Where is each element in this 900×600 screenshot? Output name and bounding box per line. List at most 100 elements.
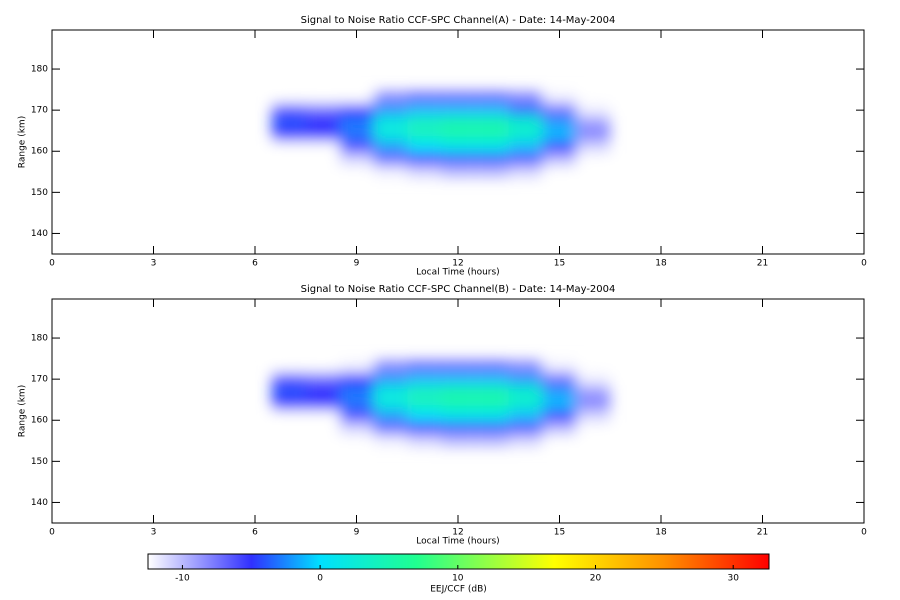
y-tick-label: 180 — [31, 65, 48, 75]
heatmap-cell — [508, 103, 543, 117]
x-tick-label: 9 — [354, 259, 360, 269]
heatmap-cell — [508, 140, 543, 154]
heatmap-cell — [373, 165, 408, 178]
colorbar-tick-label: 0 — [317, 574, 323, 584]
colorbar-tick-label: -10 — [175, 574, 190, 584]
heatmap-cell — [576, 165, 611, 178]
x-axis-label: Local Time (hours) — [416, 537, 499, 547]
heatmap-cell — [271, 165, 306, 178]
heatmap-cell — [339, 153, 374, 166]
heatmap-cell — [305, 116, 340, 129]
heatmap-cell — [508, 153, 543, 166]
x-tick-label: 21 — [757, 528, 768, 538]
heatmap-cell — [339, 409, 374, 423]
heatmap-cell — [271, 409, 306, 423]
heatmap-cell — [474, 397, 509, 410]
heatmap-cell — [407, 165, 442, 178]
x-tick-label: 15 — [554, 259, 565, 269]
heatmap-cell — [271, 140, 306, 154]
x-tick-label: 6 — [252, 259, 258, 269]
heatmap-cell — [542, 409, 577, 423]
heatmap-cell — [339, 165, 374, 178]
heatmap-cell — [373, 103, 408, 117]
heatmap-cell — [441, 372, 475, 386]
heatmap-cell — [576, 103, 611, 117]
heatmap-cell — [305, 385, 340, 398]
heatmap-cell — [271, 116, 306, 129]
heatmap-cell — [576, 409, 611, 423]
x-tick-label: 12 — [452, 528, 463, 538]
heatmap-cell — [305, 153, 340, 166]
heatmap-cell — [542, 153, 577, 166]
heatmap-cell — [508, 128, 543, 141]
heatmap-cell — [576, 360, 611, 373]
heatmap-cell — [542, 372, 577, 386]
x-tick-label: 18 — [655, 528, 667, 538]
heatmap-cell — [407, 434, 442, 447]
heatmap-cell — [305, 409, 340, 423]
heatmap-cell — [542, 360, 577, 373]
heatmap-cell — [373, 140, 408, 154]
heatmap — [271, 91, 611, 178]
heatmap-cell — [474, 140, 509, 154]
x-tick-label: 9 — [354, 528, 360, 538]
heatmap-cell — [271, 91, 306, 104]
heatmap-cell — [474, 360, 509, 373]
heatmap-cell — [508, 409, 543, 423]
x-tick-label: 3 — [151, 528, 157, 538]
heatmap-cell — [441, 434, 475, 447]
heatmap-cell — [542, 116, 577, 129]
heatmap-cell — [542, 128, 577, 141]
heatmap-cell — [441, 397, 475, 410]
heatmap-cell — [373, 372, 408, 386]
heatmap-cell — [339, 103, 374, 117]
heatmap-cell — [542, 91, 577, 104]
heatmap-cell — [474, 128, 509, 141]
heatmap-cell — [441, 385, 475, 398]
heatmap-cell — [271, 128, 306, 141]
y-tick-label: 170 — [31, 375, 48, 385]
heatmap-cell — [305, 434, 340, 447]
heatmap-cell — [508, 422, 543, 435]
heatmap-cell — [441, 140, 475, 154]
heatmap-cell — [373, 434, 408, 447]
heatmap-cell — [576, 385, 611, 398]
heatmap-cell — [542, 422, 577, 435]
heatmap-cell — [441, 91, 475, 104]
heatmap-cell — [474, 116, 509, 129]
heatmap-cell — [271, 385, 306, 398]
heatmap-cell — [542, 103, 577, 117]
heatmap-cell — [542, 165, 577, 178]
heatmap-cell — [576, 91, 611, 104]
heatmap-cell — [508, 372, 543, 386]
heatmap-cells — [271, 360, 611, 447]
heatmap-cell — [373, 422, 408, 435]
heatmap-cell — [576, 372, 611, 386]
heatmap-cell — [305, 103, 340, 117]
colorbar — [147, 553, 770, 570]
x-tick-label: 21 — [757, 259, 768, 269]
heatmap-cell — [407, 103, 442, 117]
heatmap-cell — [508, 360, 543, 373]
heatmap-cell — [339, 360, 374, 373]
heatmap-cell — [305, 165, 340, 178]
heatmap-cell — [407, 91, 442, 104]
heatmap-cell — [576, 422, 611, 435]
heatmap-cell — [474, 434, 509, 447]
heatmap-cells — [271, 91, 611, 178]
y-axis-label: Range (km) — [18, 385, 28, 437]
heatmap-cell — [407, 409, 442, 423]
heatmap-cell — [407, 116, 442, 129]
heatmap-cell — [271, 434, 306, 447]
heatmap-cell — [407, 140, 442, 154]
heatmap-cell — [271, 103, 306, 117]
heatmap-cell — [339, 385, 374, 398]
y-tick-label: 150 — [31, 188, 48, 198]
heatmap-cell — [474, 91, 509, 104]
x-tick-label: 12 — [452, 259, 463, 269]
x-tick-label: 18 — [655, 259, 667, 269]
y-tick-label: 180 — [31, 334, 48, 344]
heatmap-cell — [542, 434, 577, 447]
heatmap-cell — [339, 422, 374, 435]
